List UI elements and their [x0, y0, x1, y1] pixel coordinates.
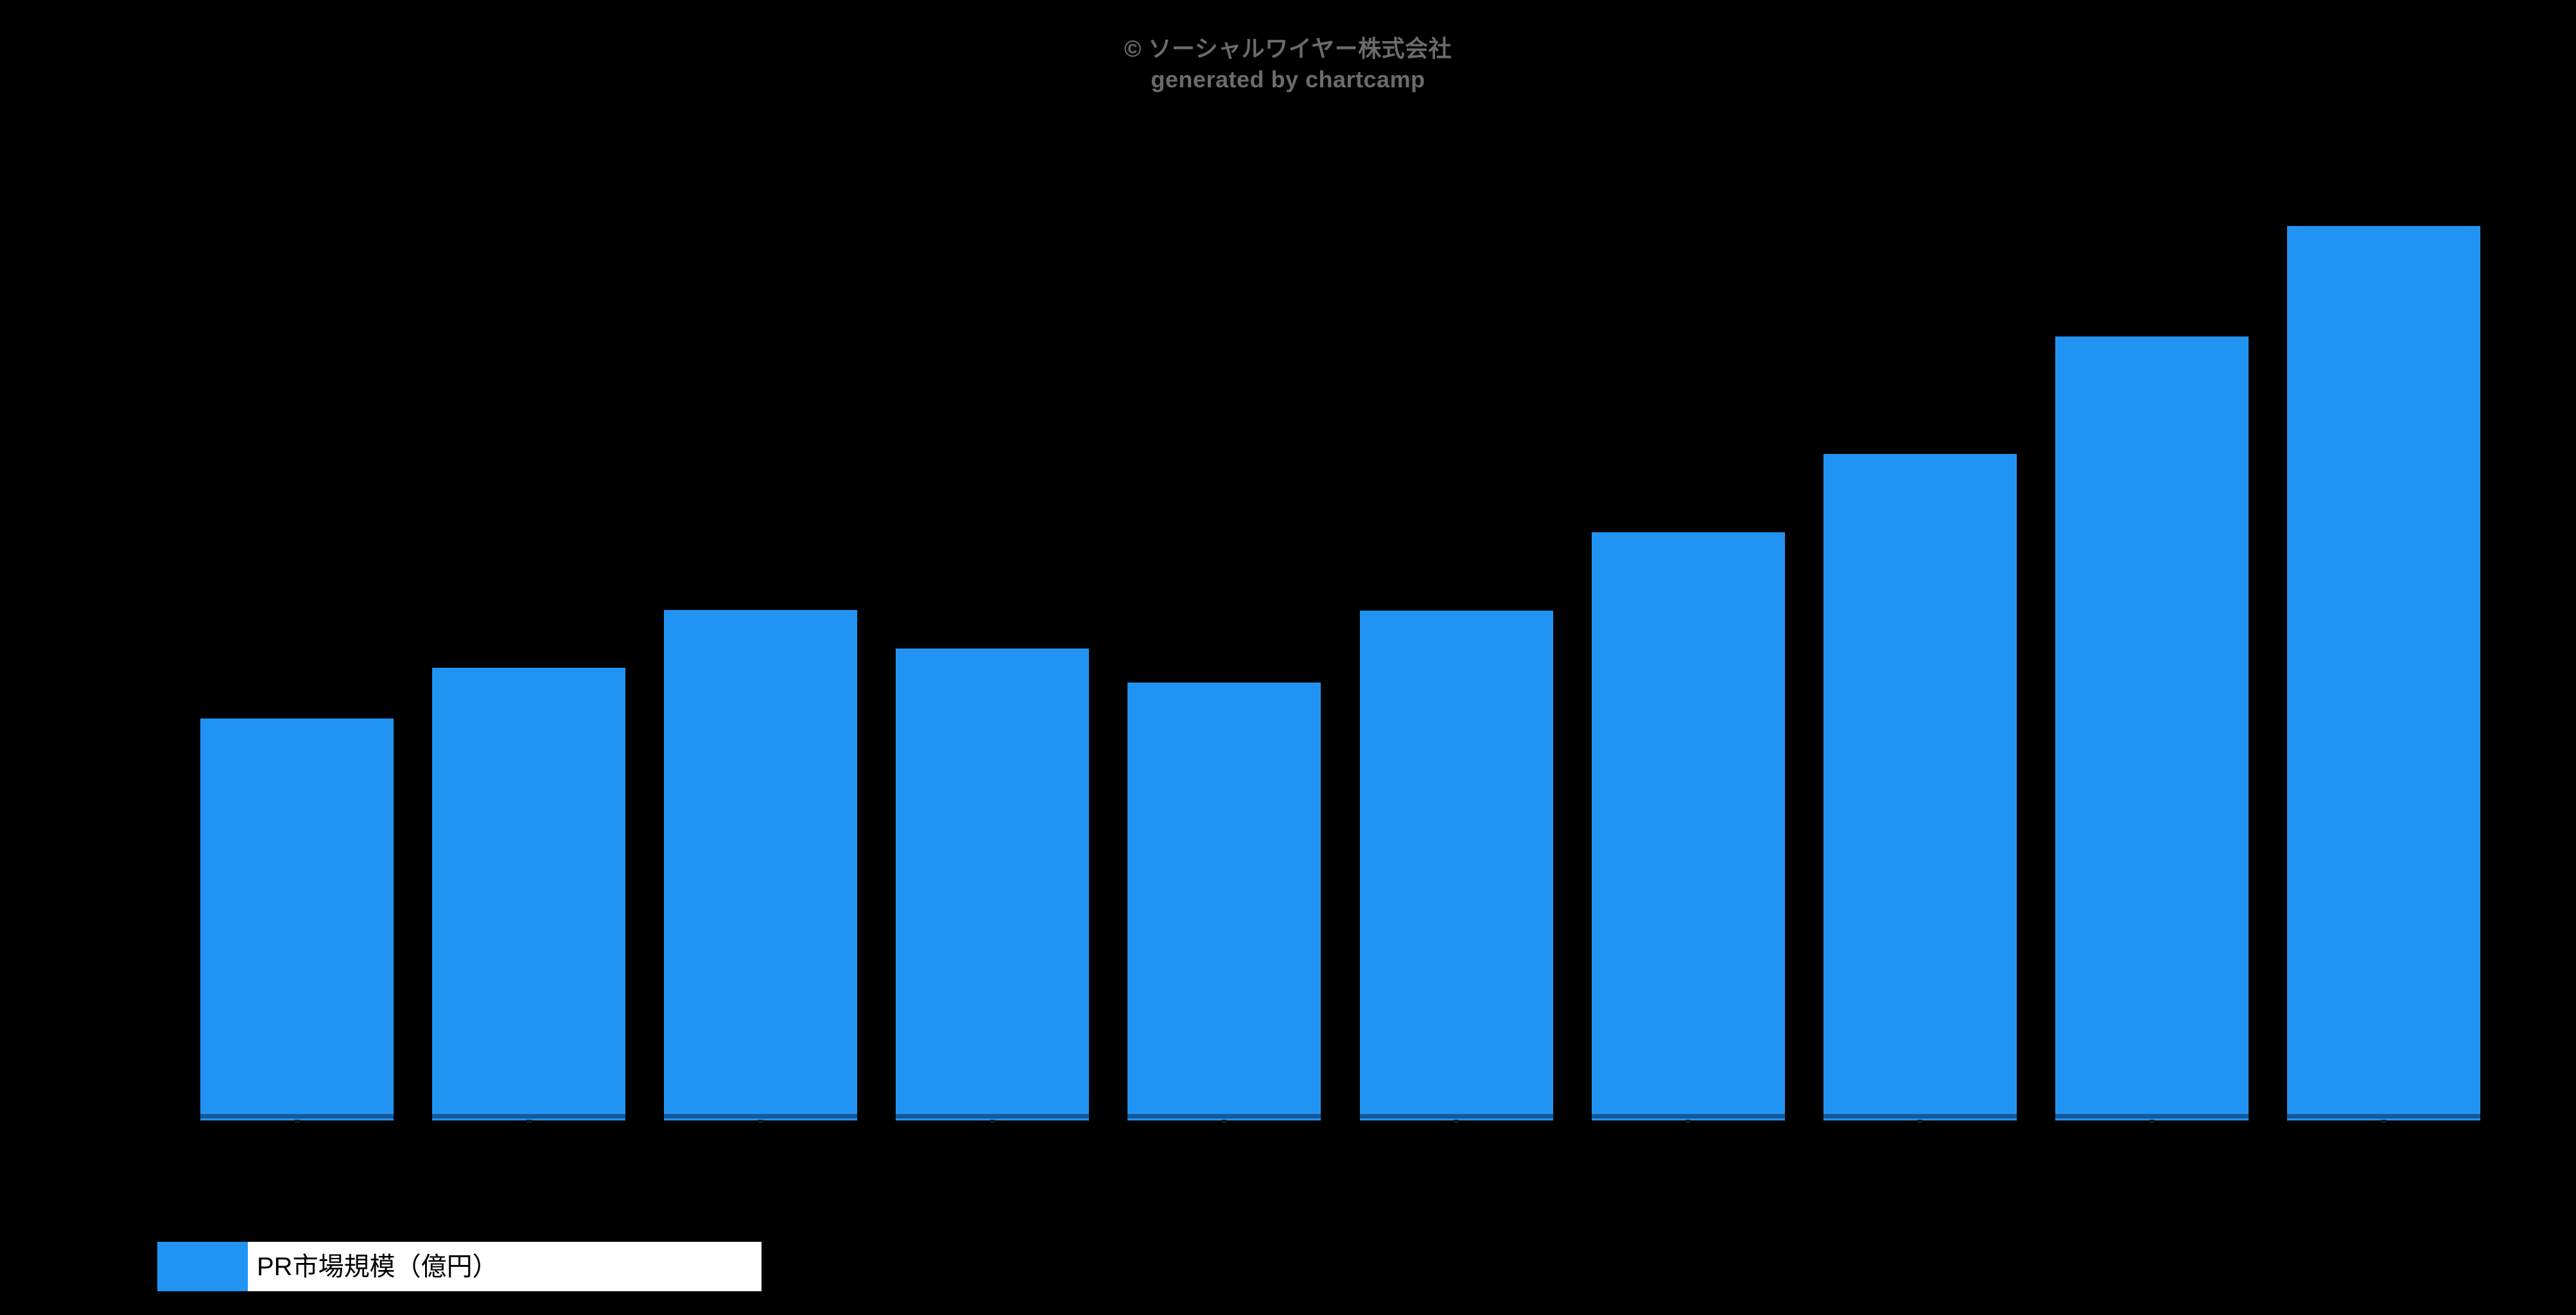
y-axis-tick-label: 1600 [2454, 66, 2497, 87]
legend-swatch-pr-market-size [157, 1242, 248, 1291]
x-axis-tick [1221, 1120, 1227, 1123]
bar-rect[interactable] [432, 668, 626, 1120]
bar-baseline-band [200, 1114, 394, 1119]
bar-baseline-band [432, 1114, 626, 1119]
bar-baseline-band [664, 1114, 858, 1119]
plot-area: 02004006008001000120014001600 [181, 67, 2500, 1130]
bar-baseline-band [2055, 1114, 2249, 1119]
x-axis-tick [2149, 1120, 2155, 1123]
bar-rect[interactable] [200, 718, 394, 1120]
bar-column[interactable] [1127, 77, 1321, 1123]
watermark-copyright: © ソーシャルワイヤー株式会社 [1124, 35, 1452, 62]
bar-rect[interactable] [1591, 532, 1785, 1120]
legend-label-box: PR市場規模（億円） [248, 1242, 761, 1291]
bar-baseline-band [1591, 1114, 1785, 1119]
bar-column[interactable] [896, 77, 1090, 1123]
x-axis-tick [989, 1120, 995, 1123]
bar-rect[interactable] [2055, 336, 2249, 1120]
legend-label-text: PR市場規模（億円） [257, 1252, 498, 1281]
bar-column[interactable] [200, 77, 394, 1123]
y-axis-tick-label: 1400 [2454, 196, 2497, 218]
x-axis-tick [2381, 1120, 2387, 1123]
x-axis-tick [1454, 1120, 1459, 1123]
bar-rect[interactable] [664, 609, 858, 1120]
bar-column[interactable] [1823, 77, 2017, 1123]
bar-column[interactable] [1359, 77, 1553, 1123]
bar-rect[interactable] [1127, 682, 1321, 1120]
y-axis-tick-label: 0 [2486, 1110, 2497, 1131]
bar-baseline-band [1127, 1114, 1321, 1119]
bar-baseline-band [1359, 1114, 1553, 1119]
legend[interactable]: PR市場規模（億円） [157, 1242, 761, 1291]
bar-baseline-band [896, 1114, 1090, 1119]
bar-column[interactable] [2055, 77, 2249, 1123]
bar-rect[interactable] [2286, 225, 2480, 1120]
bar-rect[interactable] [1823, 454, 2017, 1120]
bar-rect[interactable] [896, 648, 1090, 1120]
x-axis-tick [1917, 1120, 1923, 1123]
bar-column[interactable] [1591, 77, 1785, 1123]
x-axis-tick [526, 1120, 532, 1123]
bar-baseline-band [1823, 1114, 2017, 1119]
bar-baseline-band [2286, 1114, 2480, 1119]
bar-rect[interactable] [1359, 610, 1553, 1120]
bar-column[interactable] [432, 77, 626, 1123]
x-axis-tick [1685, 1120, 1691, 1123]
x-axis-tick [294, 1120, 300, 1123]
bar-column[interactable] [664, 77, 858, 1123]
x-axis-tick [758, 1120, 763, 1123]
bar-column[interactable] [2286, 77, 2480, 1123]
